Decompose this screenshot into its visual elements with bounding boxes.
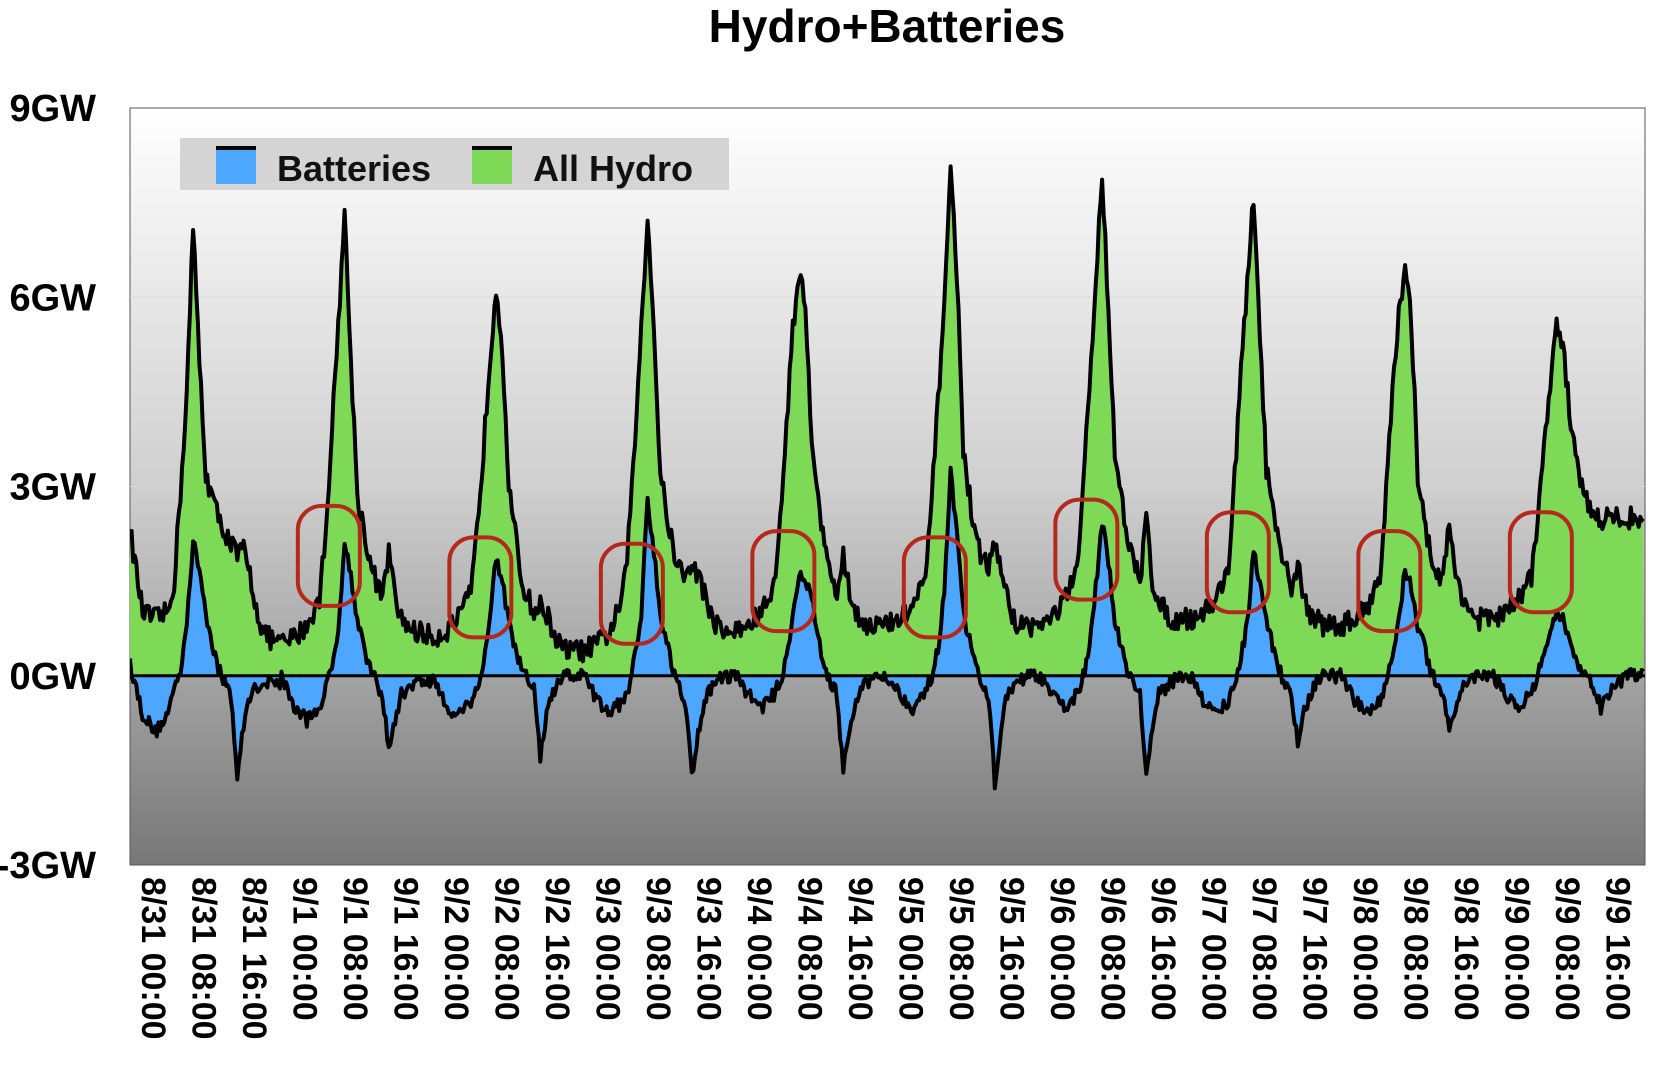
x-tick-label: 9/3 16:00 <box>690 877 728 1021</box>
legend-label-batteries: Batteries <box>277 148 431 189</box>
x-tick-label: 9/2 08:00 <box>488 877 526 1021</box>
y-tick-label: 0GW <box>9 656 96 698</box>
legend-swatch-all-hydro <box>472 148 512 184</box>
x-tick-label: 9/8 08:00 <box>1397 877 1435 1021</box>
annotation-circles <box>295 497 1574 646</box>
x-tick-label: 9/2 16:00 <box>538 877 576 1021</box>
x-tick-label: 9/2 00:00 <box>437 877 475 1021</box>
x-tick-label: 8/31 16:00 <box>235 877 273 1040</box>
x-tick-label: 9/6 16:00 <box>1144 877 1182 1021</box>
annotation-circle <box>447 535 514 640</box>
x-tick-label: 9/4 00:00 <box>740 877 778 1021</box>
x-tick-label: 9/5 16:00 <box>993 877 1031 1021</box>
x-tick-label: 9/5 08:00 <box>942 877 980 1021</box>
x-tick-label: 9/1 16:00 <box>387 877 425 1021</box>
y-tick-label: 9GW <box>9 88 96 130</box>
series-all-hydro-outline <box>130 164 1645 664</box>
legend: Batteries All Hydro <box>180 138 729 190</box>
series-batteries-outline <box>130 465 1645 791</box>
x-tick-label: 8/31 00:00 <box>134 877 172 1040</box>
annotation-circle <box>295 503 362 608</box>
y-axis: -3GW 0GW 3GW 6GW 9GW <box>0 88 96 887</box>
x-tick-label: 9/8 16:00 <box>1447 877 1485 1021</box>
x-tick-label: 9/4 08:00 <box>791 877 829 1021</box>
x-tick-label: 9/4 16:00 <box>841 877 879 1021</box>
x-tick-label: 9/3 08:00 <box>639 877 677 1021</box>
x-tick-label: 9/9 00:00 <box>1498 877 1536 1021</box>
x-axis: 8/31 00:00 8/31 08:00 8/31 16:00 9/1 00:00 9… <box>134 877 1637 1040</box>
x-tick-label: 8/31 08:00 <box>185 877 223 1040</box>
x-tick-label: 9/3 00:00 <box>589 877 627 1021</box>
chart-title: Hydro+Batteries <box>709 0 1066 52</box>
x-tick-label: 9/7 00:00 <box>1195 877 1233 1021</box>
x-tick-label: 9/8 00:00 <box>1346 877 1384 1021</box>
y-tick-label: -3GW <box>0 845 96 887</box>
x-tick-label: 9/1 00:00 <box>286 877 324 1021</box>
x-tick-label: 9/9 16:00 <box>1599 877 1637 1021</box>
y-tick-label: 3GW <box>9 467 96 509</box>
annotation-circle <box>1507 510 1574 615</box>
legend-swatch-batteries <box>216 148 256 184</box>
x-tick-label: 9/7 08:00 <box>1245 877 1283 1021</box>
annotation-circle <box>598 541 665 646</box>
legend-box <box>180 138 729 190</box>
x-tick-label: 9/9 08:00 <box>1548 877 1586 1021</box>
x-tick-label: 9/1 08:00 <box>336 877 374 1021</box>
annotation-circle <box>1053 497 1120 602</box>
x-tick-label: 9/6 00:00 <box>1043 877 1081 1021</box>
x-tick-label: 9/5 00:00 <box>892 877 930 1021</box>
y-tick-label: 6GW <box>9 277 96 319</box>
annotation-circle <box>750 529 817 634</box>
annotation-circle <box>1204 510 1271 615</box>
x-tick-label: 9/6 08:00 <box>1094 877 1132 1021</box>
legend-label-all-hydro: All Hydro <box>533 148 693 189</box>
x-tick-label: 9/7 16:00 <box>1296 877 1334 1021</box>
annotation-circle <box>1356 529 1423 634</box>
annotation-circle <box>901 535 968 640</box>
